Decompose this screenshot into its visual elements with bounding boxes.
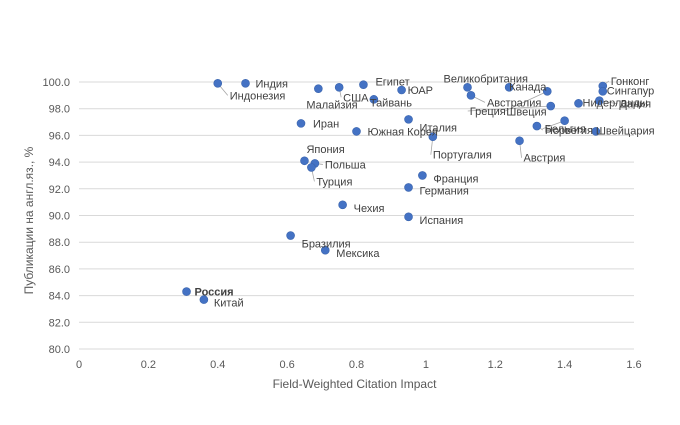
point-label: Индия [256,78,289,90]
point-label: Россия [195,287,234,299]
data-point [598,87,608,96]
point-label: Япония [306,144,344,156]
y-tick-label: 96.0 [49,130,70,142]
point-label: Китай [214,298,244,310]
data-point [504,83,514,92]
y-tick-label: 84.0 [49,291,70,303]
data-point [338,200,347,210]
data-point [404,212,413,222]
point-label: Индонезия [230,90,286,102]
data-point [595,96,604,105]
data-point [213,79,223,88]
data-point [307,163,316,172]
point-label: Швеция [506,106,546,118]
x-tick-label: 1.6 [626,359,641,371]
data-point [296,119,306,128]
y-tick-label: 98.0 [49,104,70,116]
x-tick-label: 0.6 [279,359,294,371]
x-tick-label: 0.8 [349,359,364,371]
point-label: Австрия [524,153,566,165]
point-label: Тайвань [370,97,412,109]
point-label: Канада [509,81,547,93]
point-label: Нидерланды [583,97,648,109]
point-label: Норвегия [545,125,593,137]
x-tick-label: 1.2 [488,359,503,371]
x-axis-title: Field-Weighted Citation Impact [273,377,438,391]
label-leader-line [467,105,551,112]
point-label: Испания [420,215,464,227]
label-leader-line [504,90,548,112]
point-label: Великобритания [444,73,529,85]
data-point [286,231,295,240]
data-point [532,121,542,131]
y-tick-label: 100.0 [42,77,70,89]
y-axis-title: Публикации на англ.яз., % [22,146,36,294]
point-label: Бельгия [545,124,586,136]
point-label: Бразилия [302,239,351,251]
data-point [542,87,552,96]
data-point [404,115,413,124]
point-label: Дания [619,99,651,111]
x-tick-label: 0.2 [141,359,156,371]
y-tick-label: 86.0 [49,264,70,276]
point-label: ЮАР [408,85,433,97]
data-point [574,99,583,108]
point-label: Сингапур [607,85,655,97]
data-point [428,132,438,142]
point-label: Южная Корея [368,126,438,138]
point-label: Польша [325,159,367,171]
data-point [418,171,427,180]
data-point [515,136,524,146]
data-point [241,79,250,88]
point-label: Малайзия [306,100,357,112]
point-label: Германия [420,185,469,197]
point-label: Гонконг [611,76,650,88]
point-label: Египет [375,77,409,89]
data-point [463,83,472,92]
point-label: Италия [420,122,458,134]
point-label: Португалия [433,150,492,162]
point-label: Иран [313,118,339,130]
data-point [359,80,368,89]
x-tick-label: 1 [423,359,429,371]
point-label: Чехия [354,203,385,215]
point-label: Мексика [336,248,380,260]
x-tick-label: 0.4 [210,359,225,371]
data-point [320,245,330,255]
point-label: Франция [433,173,478,185]
data-point [199,295,209,304]
data-point [397,85,406,95]
point-label: Турция [316,176,352,188]
x-tick-label: 0 [76,359,82,371]
point-label: Греция [470,106,506,118]
data-point [546,101,556,111]
point-label: США [343,92,369,104]
y-tick-label: 82.0 [49,317,70,329]
data-point [334,83,344,92]
data-point [560,116,569,126]
data-point [314,84,323,93]
y-tick-label: 90.0 [49,211,70,223]
point-label: Австралия [487,97,541,109]
y-tick-label: 80.0 [49,344,70,356]
data-point [352,127,361,136]
data-point [591,127,601,136]
data-point [300,156,309,166]
data-point [369,95,379,104]
data-point [182,287,191,296]
data-point [466,91,476,100]
x-tick-label: 1.4 [557,359,572,371]
y-tick-label: 92.0 [49,184,70,196]
y-tick-label: 94.0 [49,157,70,169]
data-point [404,183,413,192]
point-label: Швейцария [596,125,655,137]
y-tick-label: 88.0 [49,237,70,249]
